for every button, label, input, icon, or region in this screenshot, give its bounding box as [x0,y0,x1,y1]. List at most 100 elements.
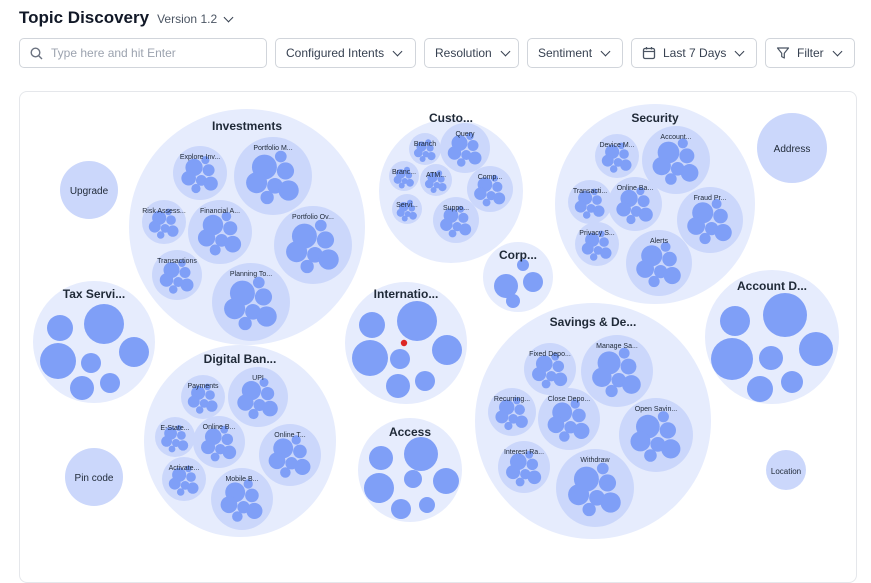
topic-bubble[interactable] [179,267,191,278]
topic-bubble[interactable] [398,182,405,189]
topic-bubble[interactable] [197,229,216,247]
topic-bubble[interactable] [568,484,590,506]
topic-bubble[interactable] [201,156,210,165]
topic-bubble[interactable] [204,383,211,391]
topic-bubble[interactable] [438,182,447,192]
topic-bubble[interactable] [711,338,753,380]
topic-bubble[interactable] [168,477,181,490]
search-input[interactable] [49,45,253,61]
topic-bubble[interactable] [482,198,491,207]
topic-bubble[interactable] [206,400,218,412]
topic-bubble[interactable] [359,312,385,338]
topic-bubble[interactable] [424,179,434,189]
topic-bubble[interactable] [406,178,414,187]
topic-bubble[interactable] [223,221,238,236]
topic-bubble[interactable] [491,174,499,182]
topic-bubble[interactable] [243,479,253,489]
topic-bubble[interactable] [205,390,215,400]
topic-bubble[interactable] [159,273,174,287]
topic-bubble[interactable] [618,347,630,359]
topic-bubble[interactable] [781,371,803,393]
topic-bubble[interactable] [391,499,411,519]
topic-bubble[interactable] [474,187,487,200]
topic-bubble[interactable] [404,470,422,488]
topic-bubble[interactable] [747,376,773,402]
topic-bubble[interactable] [187,482,199,494]
topic-bubble[interactable] [186,472,196,482]
topic-bubble[interactable] [541,379,551,389]
topic-bubble[interactable] [448,229,457,238]
topic-bubble[interactable] [245,488,259,503]
bubble-upgrade[interactable] [60,161,118,219]
topic-bubble[interactable] [248,408,259,420]
topic-bubble[interactable] [589,253,598,261]
topic-bubble[interactable] [636,187,645,196]
topic-bubble[interactable] [393,175,402,184]
sentiment-dropdown[interactable]: Sentiment [527,38,623,68]
topic-bubble[interactable] [457,205,465,213]
topic-bubble[interactable] [100,373,120,393]
topic-bubble[interactable] [246,172,268,194]
topic-bubble[interactable] [427,151,436,161]
topic-bubble[interactable] [47,315,73,341]
topic-bubble[interactable] [177,440,189,451]
topic-bubble[interactable] [526,458,539,471]
topic-bubble[interactable] [256,306,277,327]
topic-bubble[interactable] [419,497,435,513]
topic-bubble[interactable] [314,219,327,232]
topic-bubble[interactable] [440,218,453,231]
topic-bubble[interactable] [220,425,229,434]
topic-bubble[interactable] [168,445,176,453]
topic-bubble[interactable] [119,337,149,367]
topic-bubble[interactable] [648,275,660,288]
topic-bubble[interactable] [504,421,513,431]
topic-bubble[interactable] [598,230,605,238]
topic-bubble[interactable] [176,488,185,496]
topic-bubble[interactable] [404,166,410,173]
topic-bubble[interactable] [799,332,833,366]
topic-bubble[interactable] [181,170,196,186]
topic-bubble[interactable] [390,349,410,369]
topic-bubble[interactable] [221,211,232,222]
topic-bubble[interactable] [167,225,179,237]
topic-bubble[interactable] [657,411,669,423]
topic-bubble[interactable] [720,306,750,336]
topic-bubble[interactable] [514,404,525,415]
topic-bubble[interactable] [515,415,528,428]
topic-bubble[interactable] [687,217,706,235]
topic-bubble[interactable] [280,467,291,478]
topic-bubble[interactable] [224,298,246,320]
topic-bubble[interactable] [369,446,393,470]
topic-bubble[interactable] [156,231,165,239]
topic-bubble[interactable] [316,231,335,249]
topic-bubble[interactable] [513,397,521,405]
topic-bubble[interactable] [407,199,413,206]
topic-bubble[interactable] [525,450,534,459]
topic-bubble[interactable] [506,465,521,480]
topic-bubble[interactable] [637,195,650,208]
topic-bubble[interactable] [532,367,547,382]
topic-bubble[interactable] [276,162,295,180]
bubble-location[interactable] [766,450,806,490]
topic-bubble[interactable] [187,395,200,408]
topic-bubble[interactable] [191,183,201,194]
bubble-pin[interactable] [65,448,123,506]
topic-bubble[interactable] [221,433,234,446]
topic-bubble[interactable] [459,223,472,236]
topic-bubble[interactable] [630,431,651,452]
topic-bubble[interactable] [426,144,434,152]
topic-bubble[interactable] [713,208,728,224]
topic-bubble[interactable] [663,266,681,285]
resolution-dropdown[interactable]: Resolution [424,38,519,68]
topic-bubble[interactable] [592,367,612,388]
topic-bubble[interactable] [148,220,161,233]
topic-bubble[interactable] [466,132,474,141]
topic-bubble[interactable] [185,465,192,473]
topic-bubble[interactable] [467,140,479,151]
topic-bubble[interactable] [262,400,278,417]
topic-bubble[interactable] [201,440,216,455]
topic-bubble[interactable] [570,399,580,409]
topic-bubble[interactable] [616,201,631,217]
intents-dropdown[interactable]: Configured Intents [275,38,416,68]
topic-bubble[interactable] [318,249,339,270]
